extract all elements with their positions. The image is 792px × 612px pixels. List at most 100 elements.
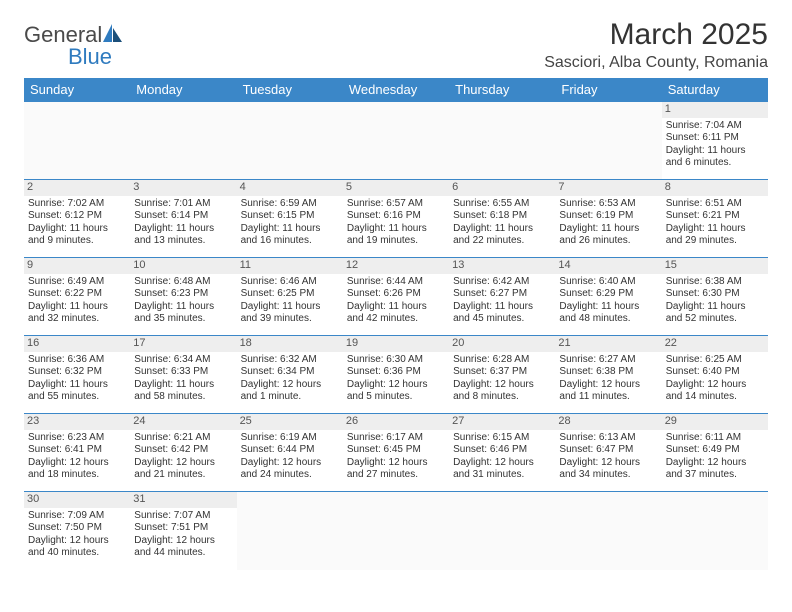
sunrise-line: Sunrise: 6:42 AM <box>453 276 551 289</box>
sunset-line: Sunset: 6:14 PM <box>134 210 232 223</box>
empty-cell <box>555 102 661 180</box>
daylight-line: Daylight: 11 hours <box>559 223 657 236</box>
sunrise-line: Sunrise: 6:30 AM <box>347 354 445 367</box>
sunset-line: Sunset: 6:29 PM <box>559 288 657 301</box>
day-number: 6 <box>449 180 555 196</box>
daylight-line: Daylight: 12 hours <box>347 457 445 470</box>
week-row: 30Sunrise: 7:09 AMSunset: 7:50 PMDayligh… <box>24 492 768 570</box>
sunset-line: Sunset: 6:47 PM <box>559 444 657 457</box>
sunset-line: Sunset: 6:12 PM <box>28 210 126 223</box>
daylight-line: and 45 minutes. <box>453 313 551 326</box>
empty-cell <box>449 102 555 180</box>
day-number: 28 <box>555 414 661 430</box>
daylight-line: Daylight: 11 hours <box>134 379 232 392</box>
sunrise-line: Sunrise: 6:46 AM <box>241 276 339 289</box>
day-cell: 24Sunrise: 6:21 AMSunset: 6:42 PMDayligh… <box>130 414 236 492</box>
sunset-line: Sunset: 6:21 PM <box>666 210 764 223</box>
day-number: 27 <box>449 414 555 430</box>
sunset-line: Sunset: 6:19 PM <box>559 210 657 223</box>
sunrise-line: Sunrise: 6:57 AM <box>347 198 445 211</box>
sunrise-line: Sunrise: 6:32 AM <box>241 354 339 367</box>
sunrise-line: Sunrise: 6:28 AM <box>453 354 551 367</box>
sunrise-line: Sunrise: 6:40 AM <box>559 276 657 289</box>
sunset-line: Sunset: 6:44 PM <box>241 444 339 457</box>
day-number: 19 <box>343 336 449 352</box>
day-cell: 7Sunrise: 6:53 AMSunset: 6:19 PMDaylight… <box>555 180 661 258</box>
sunset-line: Sunset: 6:15 PM <box>241 210 339 223</box>
day-cell: 15 Sunrise: 6:38 AMSunset: 6:30 PMDayligh… <box>662 258 768 336</box>
day-number: 4 <box>237 180 343 196</box>
day-cell: 13Sunrise: 6:42 AMSunset: 6:27 PMDayligh… <box>449 258 555 336</box>
day-number: 17 <box>130 336 236 352</box>
day-cell: 18Sunrise: 6:32 AMSunset: 6:34 PMDayligh… <box>237 336 343 414</box>
daylight-line: Daylight: 12 hours <box>134 535 232 548</box>
day-cell: 30Sunrise: 7:09 AMSunset: 7:50 PMDayligh… <box>24 492 130 570</box>
day-cell: 2Sunrise: 7:02 AMSunset: 6:12 PMDaylight… <box>24 180 130 258</box>
day-header: Wednesday <box>343 78 449 102</box>
day-cell: 29Sunrise: 6:11 AMSunset: 6:49 PMDayligh… <box>662 414 768 492</box>
sunset-line: Sunset: 6:38 PM <box>559 366 657 379</box>
daylight-line: and 16 minutes. <box>241 235 339 248</box>
daylight-line: and 6 minutes. <box>666 157 764 170</box>
daylight-line: Daylight: 11 hours <box>666 145 764 158</box>
sunrise-line: Sunrise: 6:34 AM <box>134 354 232 367</box>
day-cell: 22 Sunrise: 6:25 AMSunset: 6:40 PMDayligh… <box>662 336 768 414</box>
day-number: 15 <box>662 258 768 274</box>
title-block: March 2025 Sasciori, Alba County, Romani… <box>544 18 768 72</box>
daylight-line: Daylight: 11 hours <box>666 223 764 236</box>
sunrise-line: Sunrise: 6:25 AM <box>666 354 764 367</box>
day-number: 21 <box>555 336 661 352</box>
week-row: 9Sunrise: 6:49 AMSunset: 6:22 PMDaylight… <box>24 258 768 336</box>
daylight-line: and 44 minutes. <box>134 547 232 560</box>
daylight-line: Daylight: 12 hours <box>666 379 764 392</box>
day-number: 22 <box>662 336 768 352</box>
sunrise-line: Sunrise: 6:23 AM <box>28 432 126 445</box>
day-header: Monday <box>130 78 236 102</box>
day-cell: 6Sunrise: 6:55 AMSunset: 6:18 PMDaylight… <box>449 180 555 258</box>
day-cell: 27Sunrise: 6:15 AMSunset: 6:46 PMDayligh… <box>449 414 555 492</box>
empty-cell <box>449 492 555 570</box>
day-header: Tuesday <box>237 78 343 102</box>
logo-word-2: Blue <box>68 44 112 69</box>
empty-cell <box>662 492 768 570</box>
daylight-line: and 39 minutes. <box>241 313 339 326</box>
sunrise-line: Sunrise: 6:13 AM <box>559 432 657 445</box>
day-number: 7 <box>555 180 661 196</box>
daylight-line: Daylight: 12 hours <box>347 379 445 392</box>
daylight-line: and 34 minutes. <box>559 469 657 482</box>
day-cell: 28Sunrise: 6:13 AMSunset: 6:47 PMDayligh… <box>555 414 661 492</box>
day-cell: 9Sunrise: 6:49 AMSunset: 6:22 PMDaylight… <box>24 258 130 336</box>
day-number: 31 <box>130 492 236 508</box>
sunset-line: Sunset: 6:11 PM <box>666 132 764 145</box>
daylight-line: Daylight: 11 hours <box>241 301 339 314</box>
daylight-line: Daylight: 11 hours <box>347 301 445 314</box>
sunset-line: Sunset: 6:30 PM <box>666 288 764 301</box>
sunrise-line: Sunrise: 6:38 AM <box>666 276 764 289</box>
daylight-line: and 58 minutes. <box>134 391 232 404</box>
sunset-line: Sunset: 6:42 PM <box>134 444 232 457</box>
sunrise-line: Sunrise: 6:36 AM <box>28 354 126 367</box>
daylight-line: Daylight: 11 hours <box>28 379 126 392</box>
day-number: 1 <box>662 102 768 118</box>
sunset-line: Sunset: 6:40 PM <box>666 366 764 379</box>
daylight-line: and 5 minutes. <box>347 391 445 404</box>
week-row: 16Sunrise: 6:36 AMSunset: 6:32 PMDayligh… <box>24 336 768 414</box>
logo: General Blue <box>24 18 123 68</box>
sunrise-line: Sunrise: 7:01 AM <box>134 198 232 211</box>
daylight-line: Daylight: 11 hours <box>28 223 126 236</box>
empty-cell <box>237 102 343 180</box>
daylight-line: Daylight: 11 hours <box>453 223 551 236</box>
daylight-line: Daylight: 11 hours <box>666 301 764 314</box>
sunset-line: Sunset: 7:50 PM <box>28 522 126 535</box>
daylight-line: and 37 minutes. <box>666 469 764 482</box>
day-header: Sunday <box>24 78 130 102</box>
day-number: 11 <box>237 258 343 274</box>
sunset-line: Sunset: 6:25 PM <box>241 288 339 301</box>
sunrise-line: Sunrise: 7:02 AM <box>28 198 126 211</box>
day-number: 24 <box>130 414 236 430</box>
day-number: 30 <box>24 492 130 508</box>
day-cell: 4Sunrise: 6:59 AMSunset: 6:15 PMDaylight… <box>237 180 343 258</box>
sunset-line: Sunset: 6:37 PM <box>453 366 551 379</box>
week-row: 2Sunrise: 7:02 AMSunset: 6:12 PMDaylight… <box>24 180 768 258</box>
day-cell: 21Sunrise: 6:27 AMSunset: 6:38 PMDayligh… <box>555 336 661 414</box>
